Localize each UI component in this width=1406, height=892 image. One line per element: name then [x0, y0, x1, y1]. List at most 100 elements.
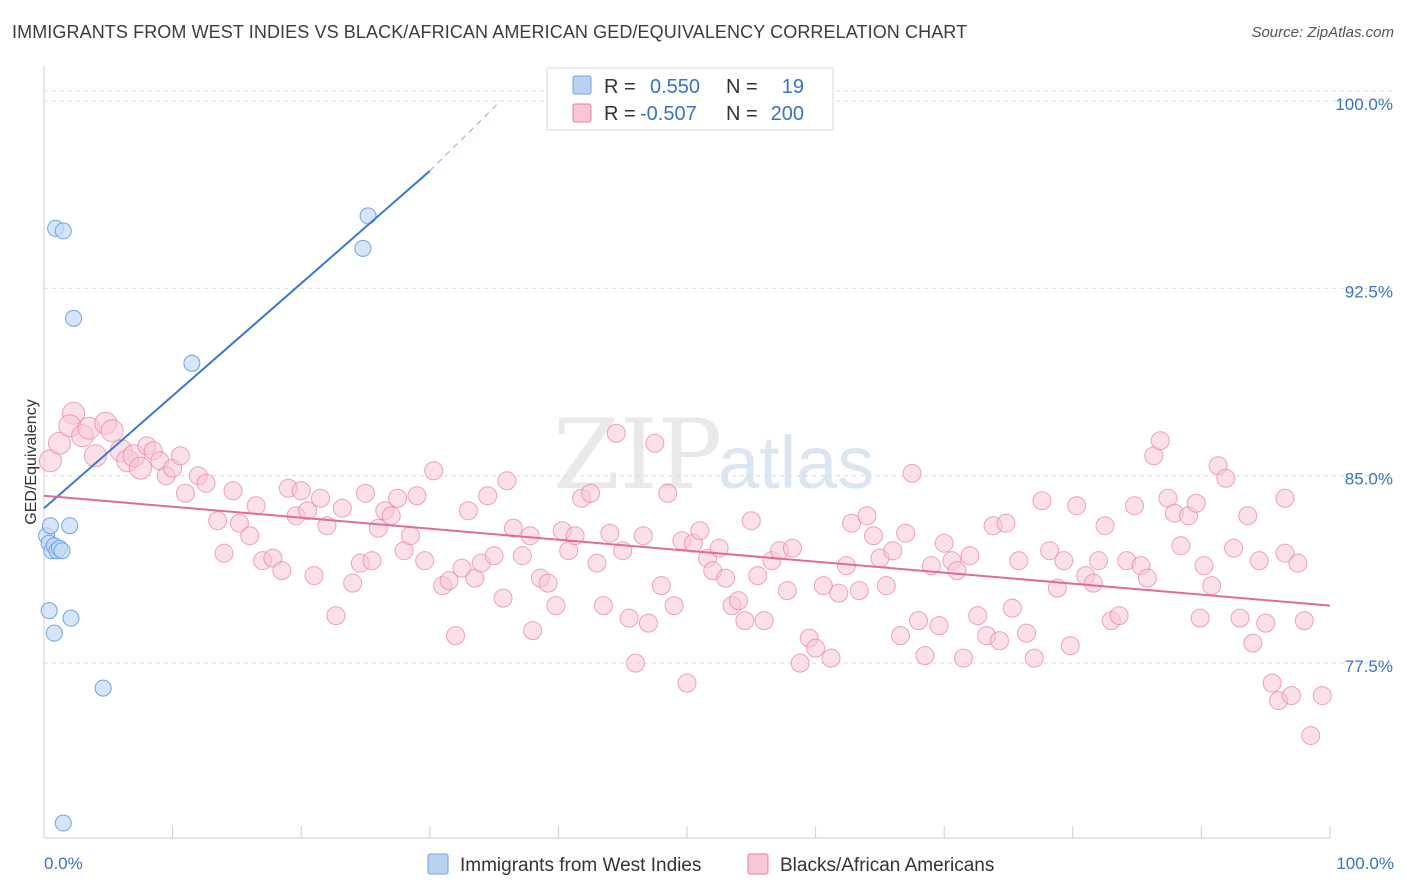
point-blacks-african-americans [645, 433, 665, 453]
point-immigrants-west-indies [53, 542, 71, 560]
point-blacks-african-americans [1243, 633, 1263, 653]
point-blacks-african-americans [896, 523, 916, 543]
point-blacks-african-americans [497, 471, 517, 491]
point-blacks-african-americans [388, 488, 408, 508]
point-immigrants-west-indies [54, 814, 72, 832]
gridlines: 77.5% 85.0% 92.5% 100.0% [44, 90, 1393, 676]
bottom-legend-label-blacks: Blacks/African Americans [780, 855, 994, 876]
point-blacks-african-americans [664, 596, 684, 616]
point-blacks-african-americans [890, 626, 910, 646]
point-blacks-african-americans [782, 538, 802, 558]
point-blacks-african-americans [1186, 493, 1206, 513]
point-blacks-african-americans [929, 616, 949, 636]
point-blacks-african-americans [842, 513, 862, 533]
point-blacks-african-americans [1125, 496, 1145, 516]
point-blacks-african-americans [484, 546, 504, 566]
point-blacks-african-americans [512, 546, 532, 566]
point-blacks-african-americans [921, 556, 941, 576]
point-blacks-african-americans [934, 533, 954, 553]
legend-r-label: R = [604, 76, 636, 98]
legend-swatch-blacks [572, 103, 592, 123]
point-blacks-african-americans [1224, 538, 1244, 558]
point-blacks-african-americans [953, 648, 973, 668]
point-blacks-african-americans [381, 506, 401, 526]
point-blacks-african-americans [240, 526, 260, 546]
point-blacks-african-americans [1312, 686, 1332, 706]
chart-source: Source: ZipAtlas.com [1251, 24, 1394, 41]
series-immigrants-west-indies [38, 207, 377, 832]
point-blacks-african-americans [246, 496, 266, 516]
point-blacks-african-americans [1249, 551, 1269, 571]
point-blacks-african-americans [883, 541, 903, 561]
point-immigrants-west-indies [45, 624, 63, 642]
point-blacks-african-americans [458, 501, 478, 521]
y-axis-label: GED/Equivalency [23, 399, 40, 524]
point-blacks-african-americans [478, 486, 498, 506]
legend-r-value: -0.507 [640, 103, 697, 125]
point-blacks-african-americans [600, 523, 620, 543]
point-blacks-african-americans [1054, 551, 1074, 571]
point-blacks-african-americans [626, 653, 646, 673]
point-blacks-african-americans [1032, 491, 1052, 511]
point-blacks-african-americans [304, 566, 324, 586]
point-blacks-african-americans [908, 611, 928, 631]
watermark: ZIP atlas [553, 399, 874, 511]
point-blacks-african-americans [229, 513, 249, 533]
point-blacks-african-americans [619, 608, 639, 628]
point-immigrants-west-indies [354, 239, 372, 257]
point-immigrants-west-indies [359, 207, 377, 225]
point-blacks-african-americans [1083, 573, 1103, 593]
point-blacks-african-americans [968, 606, 988, 626]
series-blacks-african-americans [38, 401, 1332, 746]
point-blacks-african-americans [863, 526, 883, 546]
point-blacks-african-americans [1171, 536, 1191, 556]
point-blacks-african-americans [1281, 686, 1301, 706]
point-blacks-african-americans [633, 526, 653, 546]
point-blacks-african-americans [100, 419, 124, 443]
y-tick-label: 77.5% [1345, 657, 1393, 676]
point-blacks-african-americans [546, 596, 566, 616]
point-blacks-african-americans [223, 481, 243, 501]
point-blacks-african-americans [47, 431, 71, 455]
point-immigrants-west-indies [183, 354, 201, 372]
point-blacks-african-americans [1275, 543, 1295, 563]
point-blacks-african-americans [332, 498, 352, 518]
point-blacks-african-americans [298, 501, 318, 521]
point-blacks-african-americans [1216, 468, 1236, 488]
point-blacks-african-americans [1024, 648, 1044, 668]
point-blacks-african-americans [902, 463, 922, 483]
point-blacks-african-americans [1294, 611, 1314, 631]
point-blacks-african-americans [1238, 506, 1258, 526]
point-blacks-african-americans [790, 653, 810, 673]
point-blacks-african-americans [813, 576, 833, 596]
point-blacks-african-americans [690, 521, 710, 541]
point-blacks-african-americans [175, 483, 195, 503]
trend-lines [43, 100, 1331, 607]
point-blacks-african-americans [208, 511, 228, 531]
point-blacks-african-americans [849, 581, 869, 601]
point-blacks-african-americans [415, 551, 435, 571]
point-blacks-african-americans [1194, 556, 1214, 576]
point-blacks-african-americans [1190, 608, 1210, 628]
point-blacks-african-americans [1288, 553, 1308, 573]
point-blacks-african-americans [728, 591, 748, 611]
point-blacks-african-americans [523, 621, 543, 641]
point-blacks-african-americans [1301, 726, 1321, 746]
point-blacks-african-americans [326, 606, 346, 626]
point-blacks-african-americans [446, 626, 466, 646]
point-blacks-african-americans [424, 461, 444, 481]
point-blacks-african-americans [996, 513, 1016, 533]
point-blacks-african-americans [310, 488, 330, 508]
watermark-atlas: atlas [718, 421, 874, 504]
point-blacks-african-americans [748, 566, 768, 586]
point-blacks-african-americans [538, 573, 558, 593]
bottom-legend-swatch-blacks [747, 853, 769, 875]
point-blacks-african-americans [606, 423, 626, 443]
point-blacks-african-americans [1009, 551, 1029, 571]
point-blacks-african-americans [452, 558, 472, 578]
point-blacks-african-americans [1095, 516, 1115, 536]
point-blacks-african-americans [520, 526, 540, 546]
point-blacks-african-americans [1150, 431, 1170, 451]
point-blacks-african-americans [291, 481, 311, 501]
